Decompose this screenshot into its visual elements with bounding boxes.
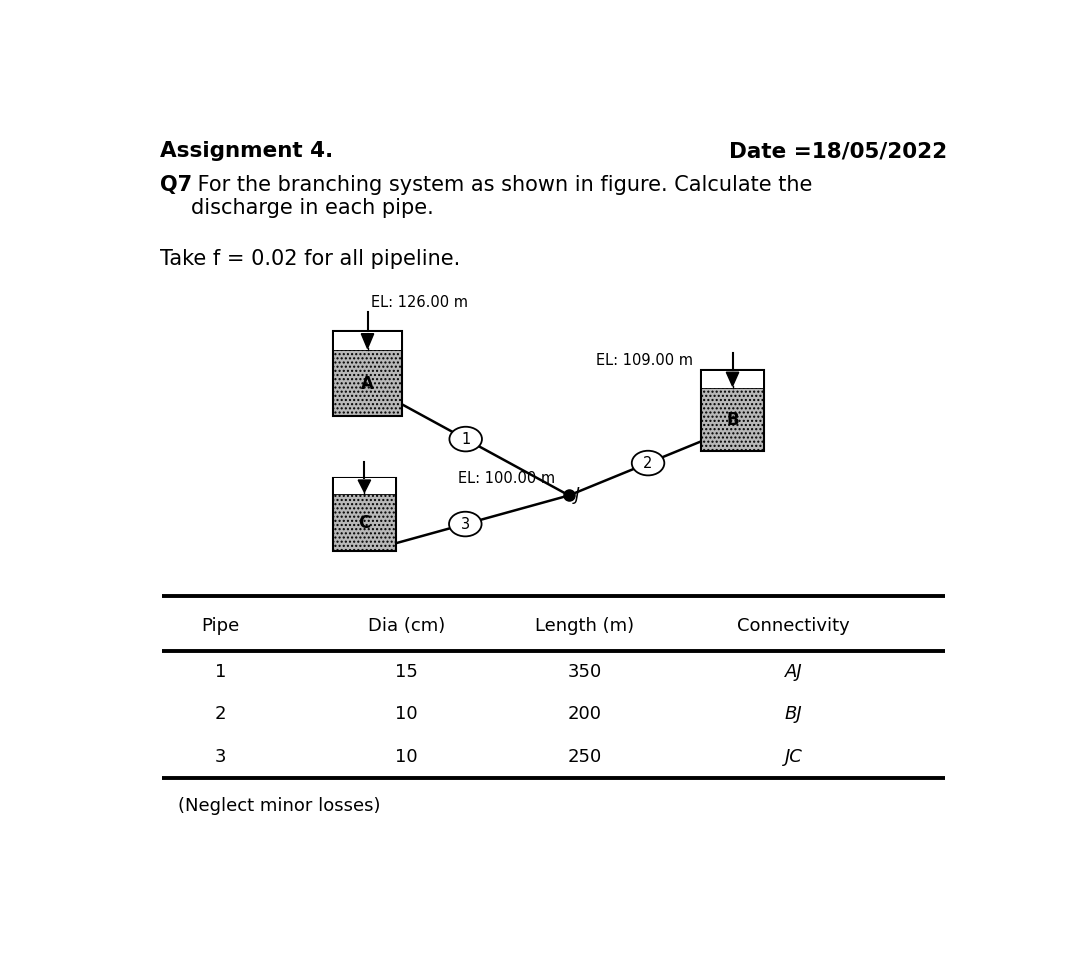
Text: Date =18/05/2022: Date =18/05/2022: [729, 141, 947, 161]
Text: 350: 350: [567, 663, 602, 681]
Text: 2: 2: [644, 455, 652, 471]
Text: J: J: [576, 486, 580, 505]
Bar: [334, 479, 394, 494]
Polygon shape: [359, 480, 370, 492]
Bar: [333, 331, 403, 416]
Ellipse shape: [449, 427, 482, 452]
Bar: [334, 332, 401, 350]
Text: 10: 10: [395, 705, 418, 724]
Text: 10: 10: [395, 748, 418, 766]
Text: EL: 100.00 m: EL: 100.00 m: [458, 471, 555, 486]
Bar: [701, 370, 765, 451]
Text: B: B: [726, 411, 739, 429]
Text: Length (m): Length (m): [535, 618, 634, 635]
Text: Take f = 0.02 for all pipeline.: Take f = 0.02 for all pipeline.: [160, 249, 460, 269]
Text: Dia (cm): Dia (cm): [367, 618, 445, 635]
Text: EL: 109.00 m: EL: 109.00 m: [596, 353, 693, 369]
Text: For the branching system as shown in figure. Calculate the
discharge in each pip: For the branching system as shown in fig…: [191, 175, 812, 218]
Polygon shape: [727, 372, 739, 386]
Text: Pipe: Pipe: [201, 618, 240, 635]
Text: AJ: AJ: [785, 663, 802, 681]
Bar: [333, 478, 396, 551]
Text: 15: 15: [395, 663, 418, 681]
Text: BJ: BJ: [785, 705, 802, 724]
Bar: [702, 371, 762, 388]
Text: JC: JC: [785, 748, 802, 766]
Text: Q7: Q7: [160, 175, 192, 195]
Ellipse shape: [632, 451, 664, 476]
Text: Connectivity: Connectivity: [738, 618, 850, 635]
Polygon shape: [362, 334, 374, 348]
Text: 1: 1: [215, 663, 226, 681]
Text: A: A: [361, 375, 374, 393]
Text: 2: 2: [215, 705, 226, 724]
Text: 1: 1: [461, 431, 470, 447]
Text: EL: 126.00 m: EL: 126.00 m: [372, 295, 469, 310]
Text: Assignment 4.: Assignment 4.: [160, 141, 333, 161]
Ellipse shape: [449, 511, 482, 537]
Text: 200: 200: [567, 705, 602, 724]
Text: 250: 250: [567, 748, 602, 766]
Text: C: C: [359, 514, 370, 532]
Text: 3: 3: [215, 748, 226, 766]
Text: (Neglect minor losses): (Neglect minor losses): [177, 797, 380, 815]
Text: 3: 3: [461, 516, 470, 532]
